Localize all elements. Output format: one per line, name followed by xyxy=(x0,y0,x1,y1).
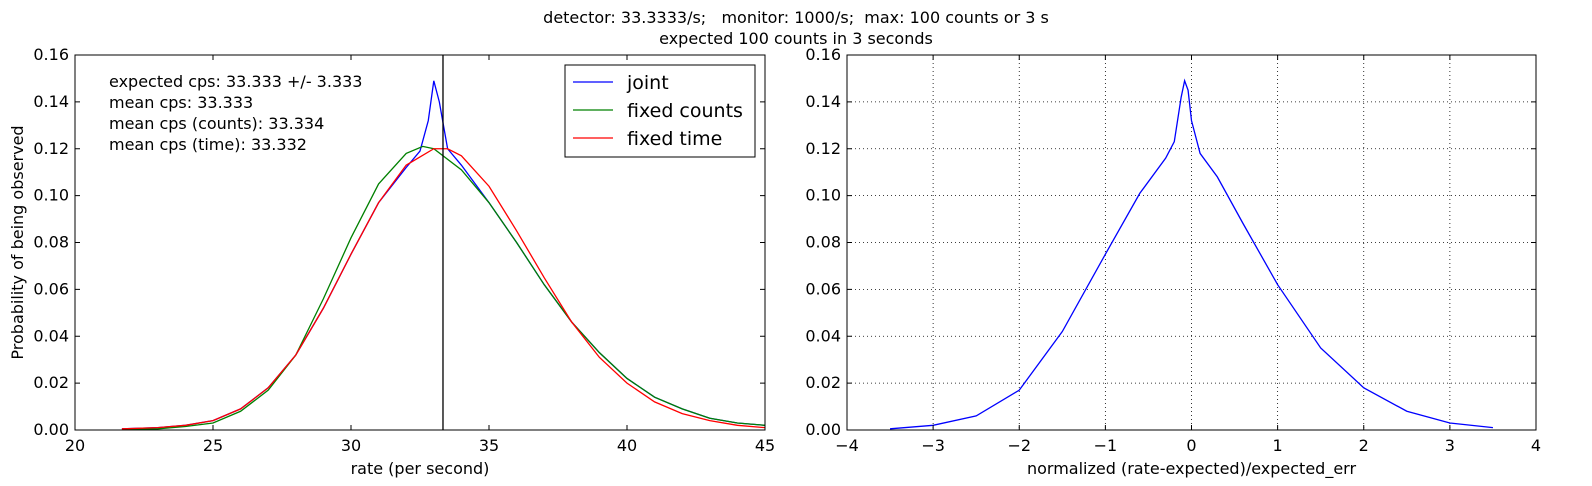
chart2-y-tick-label: 0.14 xyxy=(805,92,841,111)
chart1-stats-annotation: mean cps (counts): 33.334 xyxy=(109,114,324,133)
chart1-y-tick-label: 0.04 xyxy=(33,326,69,345)
chart1-y-axis-label: Probability of being observed xyxy=(8,125,27,359)
chart1-y-tick-label: 0.10 xyxy=(33,186,69,205)
chart1-series-line-3 xyxy=(121,148,766,430)
chart1-x-tick-label: 45 xyxy=(755,436,775,455)
chart2-series-line-1 xyxy=(890,78,1494,430)
chart2-y-tick-label: 0.10 xyxy=(805,186,841,205)
chart1-stats-annotation: expected cps: 33.333 +/- 3.333 xyxy=(109,72,362,91)
chart1-legend-label: joint xyxy=(626,72,669,94)
chart1-y-tick-label: 0.08 xyxy=(33,233,69,252)
chart1-x-axis-label: rate (per second) xyxy=(351,459,490,478)
chart1-legend-label: fixed counts xyxy=(627,100,743,122)
chart2-x-tick-label: −1 xyxy=(1094,436,1118,455)
chart1-stats-annotation: mean cps: 33.333 xyxy=(109,93,253,112)
chart2-y-tick-label: 0.12 xyxy=(805,139,841,158)
chart2-y-tick-label: 0.08 xyxy=(805,233,841,252)
chart2-y-tick-label: 0.02 xyxy=(805,373,841,392)
chart2-x-tick-label: −3 xyxy=(921,436,945,455)
chart2-x-tick-label: 3 xyxy=(1445,436,1455,455)
chart1-legend-label: fixed time xyxy=(627,128,722,150)
chart2-x-tick-label: 1 xyxy=(1273,436,1283,455)
chart1-x-tick-label: 30 xyxy=(341,436,361,455)
chart2-x-tick-label: 4 xyxy=(1531,436,1541,455)
chart2-x-tick-label: 0 xyxy=(1186,436,1196,455)
chart2-x-tick-label: −4 xyxy=(835,436,859,455)
chart2-x-axis-label: normalized (rate-expected)/expected_err xyxy=(1027,459,1356,479)
chart1-y-tick-label: 0.02 xyxy=(33,373,69,392)
chart1-stats-annotation: mean cps (time): 33.332 xyxy=(109,135,307,154)
chart2-x-tick-label: −2 xyxy=(1007,436,1031,455)
chart1-y-tick-label: 0.14 xyxy=(33,92,69,111)
chart1-x-tick-label: 25 xyxy=(203,436,223,455)
chart1-legend-box xyxy=(564,64,756,158)
chart1-y-tick-label: 0.16 xyxy=(33,45,69,64)
chart1-x-tick-label: 35 xyxy=(479,436,499,455)
chart1-y-tick-label: 0.00 xyxy=(33,420,69,439)
chart2-y-tick-label: 0.16 xyxy=(805,45,841,64)
chart2-y-tick-label: 0.04 xyxy=(805,326,841,345)
figure-title-line2: expected 100 counts in 3 seconds xyxy=(659,29,933,48)
chart2-y-tick-label: 0.06 xyxy=(805,279,841,298)
figure-title: detector: 33.3333/s; monitor: 1000/s; ma… xyxy=(0,7,1592,49)
figure-title-line1: detector: 33.3333/s; monitor: 1000/s; ma… xyxy=(543,8,1049,27)
chart2-y-tick-label: 0.00 xyxy=(805,420,841,439)
chart1-y-tick-label: 0.12 xyxy=(33,139,69,158)
chart1-x-tick-label: 20 xyxy=(65,436,85,455)
chart1-y-tick-label: 0.06 xyxy=(33,279,69,298)
chart1-x-tick-label: 40 xyxy=(617,436,637,455)
chart2-x-tick-label: 2 xyxy=(1359,436,1369,455)
